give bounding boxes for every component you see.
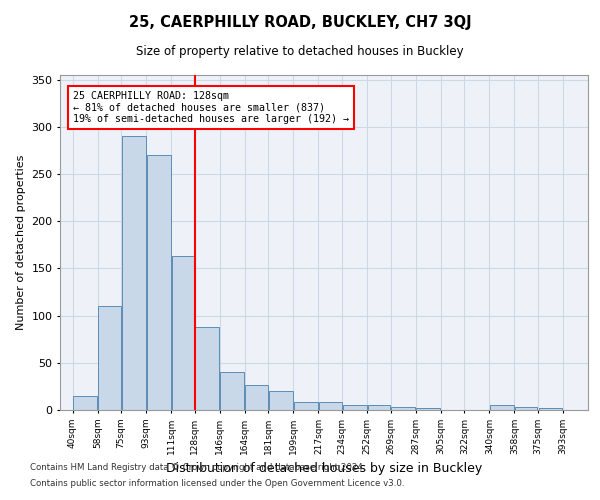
- Bar: [416, 408, 440, 410]
- Bar: [196, 327, 219, 410]
- Bar: [391, 407, 415, 410]
- Bar: [122, 136, 146, 410]
- Bar: [147, 155, 170, 410]
- Text: 25 CAERPHILLY ROAD: 128sqm
← 81% of detached houses are smaller (837)
19% of sem: 25 CAERPHILLY ROAD: 128sqm ← 81% of deta…: [73, 91, 349, 124]
- Bar: [220, 372, 244, 410]
- Bar: [319, 402, 341, 410]
- Bar: [343, 406, 367, 410]
- Bar: [245, 384, 268, 410]
- Bar: [172, 256, 194, 410]
- Bar: [98, 306, 121, 410]
- Text: Contains HM Land Registry data © Crown copyright and database right 2024.: Contains HM Land Registry data © Crown c…: [30, 464, 365, 472]
- Bar: [294, 402, 318, 410]
- Text: Size of property relative to detached houses in Buckley: Size of property relative to detached ho…: [136, 45, 464, 58]
- Bar: [515, 407, 538, 410]
- Y-axis label: Number of detached properties: Number of detached properties: [16, 155, 26, 330]
- Bar: [490, 406, 514, 410]
- Text: 25, CAERPHILLY ROAD, BUCKLEY, CH7 3QJ: 25, CAERPHILLY ROAD, BUCKLEY, CH7 3QJ: [128, 15, 472, 30]
- Text: Contains public sector information licensed under the Open Government Licence v3: Contains public sector information licen…: [30, 478, 404, 488]
- X-axis label: Distribution of detached houses by size in Buckley: Distribution of detached houses by size …: [166, 462, 482, 475]
- Bar: [539, 408, 562, 410]
- Bar: [368, 406, 390, 410]
- Bar: [73, 396, 97, 410]
- Bar: [269, 391, 293, 410]
